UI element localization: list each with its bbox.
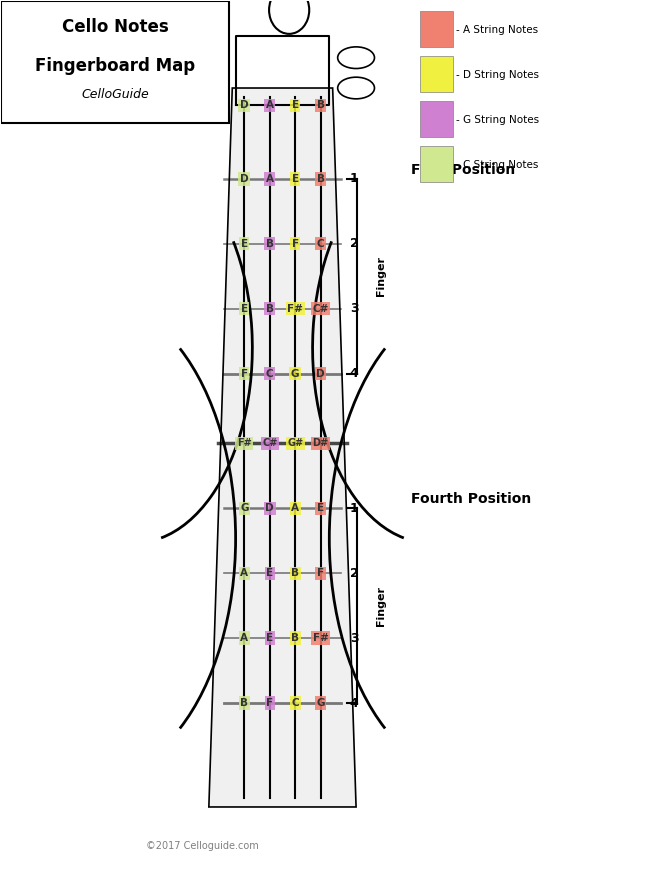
Text: D#: D#: [312, 438, 329, 448]
Text: 1: 1: [349, 501, 358, 514]
Text: ©2017 Celloguide.com: ©2017 Celloguide.com: [146, 841, 259, 851]
Text: A: A: [241, 633, 249, 643]
Text: B: B: [265, 239, 274, 249]
Text: G#: G#: [287, 438, 303, 448]
Text: B: B: [291, 568, 299, 578]
Text: - D String Notes: - D String Notes: [456, 70, 540, 80]
Text: 2: 2: [349, 567, 358, 580]
Text: F: F: [292, 239, 299, 249]
Text: A: A: [265, 174, 274, 184]
Text: 4: 4: [349, 368, 358, 381]
Text: E: E: [266, 633, 274, 643]
Text: E: E: [292, 100, 299, 110]
Text: E: E: [241, 239, 248, 249]
Text: E: E: [292, 174, 299, 184]
Text: 3: 3: [349, 632, 358, 645]
Text: Cello Notes: Cello Notes: [62, 18, 169, 36]
Text: C: C: [292, 698, 299, 708]
Text: G: G: [240, 503, 249, 513]
Text: - A String Notes: - A String Notes: [456, 25, 538, 35]
FancyBboxPatch shape: [419, 11, 453, 47]
Text: D: D: [265, 503, 274, 513]
Text: F: F: [241, 368, 248, 379]
FancyBboxPatch shape: [419, 146, 453, 182]
Text: A: A: [265, 100, 274, 110]
Text: F#: F#: [287, 304, 303, 314]
Text: 3: 3: [349, 302, 358, 315]
Text: E: E: [317, 503, 324, 513]
Text: F: F: [266, 698, 274, 708]
Text: C: C: [317, 239, 325, 249]
Text: 1: 1: [349, 172, 358, 185]
Text: E: E: [241, 304, 248, 314]
Text: First Position: First Position: [411, 163, 515, 177]
Ellipse shape: [337, 47, 374, 69]
Text: F#: F#: [237, 438, 252, 448]
Text: 2: 2: [349, 237, 358, 250]
Text: G: G: [291, 368, 300, 379]
Ellipse shape: [337, 77, 374, 99]
Polygon shape: [209, 88, 356, 807]
Text: B: B: [317, 100, 325, 110]
Ellipse shape: [190, 69, 227, 90]
Text: B: B: [291, 633, 299, 643]
Text: C#: C#: [312, 304, 329, 314]
Text: C#: C#: [262, 438, 278, 448]
Text: A: A: [241, 568, 249, 578]
Text: D: D: [317, 368, 325, 379]
Text: F#: F#: [312, 633, 329, 643]
Text: B: B: [317, 174, 325, 184]
Text: Finger: Finger: [376, 256, 386, 296]
Ellipse shape: [190, 38, 227, 60]
FancyBboxPatch shape: [1, 2, 229, 123]
FancyBboxPatch shape: [419, 56, 453, 92]
Text: Fourth Position: Fourth Position: [411, 493, 531, 507]
Text: - C String Notes: - C String Notes: [456, 160, 539, 170]
Text: E: E: [266, 568, 274, 578]
Text: C: C: [266, 368, 274, 379]
Text: CelloGuide: CelloGuide: [81, 88, 149, 101]
Text: D: D: [240, 174, 249, 184]
Text: 4: 4: [349, 697, 358, 709]
Text: Fingerboard Map: Fingerboard Map: [35, 57, 196, 76]
Text: - G String Notes: - G String Notes: [456, 115, 540, 125]
Text: B: B: [241, 698, 249, 708]
Text: F: F: [317, 568, 324, 578]
Text: D: D: [240, 100, 249, 110]
Text: A: A: [291, 503, 299, 513]
Text: B: B: [265, 304, 274, 314]
Text: G: G: [317, 698, 325, 708]
FancyBboxPatch shape: [419, 101, 453, 137]
Text: Finger: Finger: [376, 586, 386, 626]
